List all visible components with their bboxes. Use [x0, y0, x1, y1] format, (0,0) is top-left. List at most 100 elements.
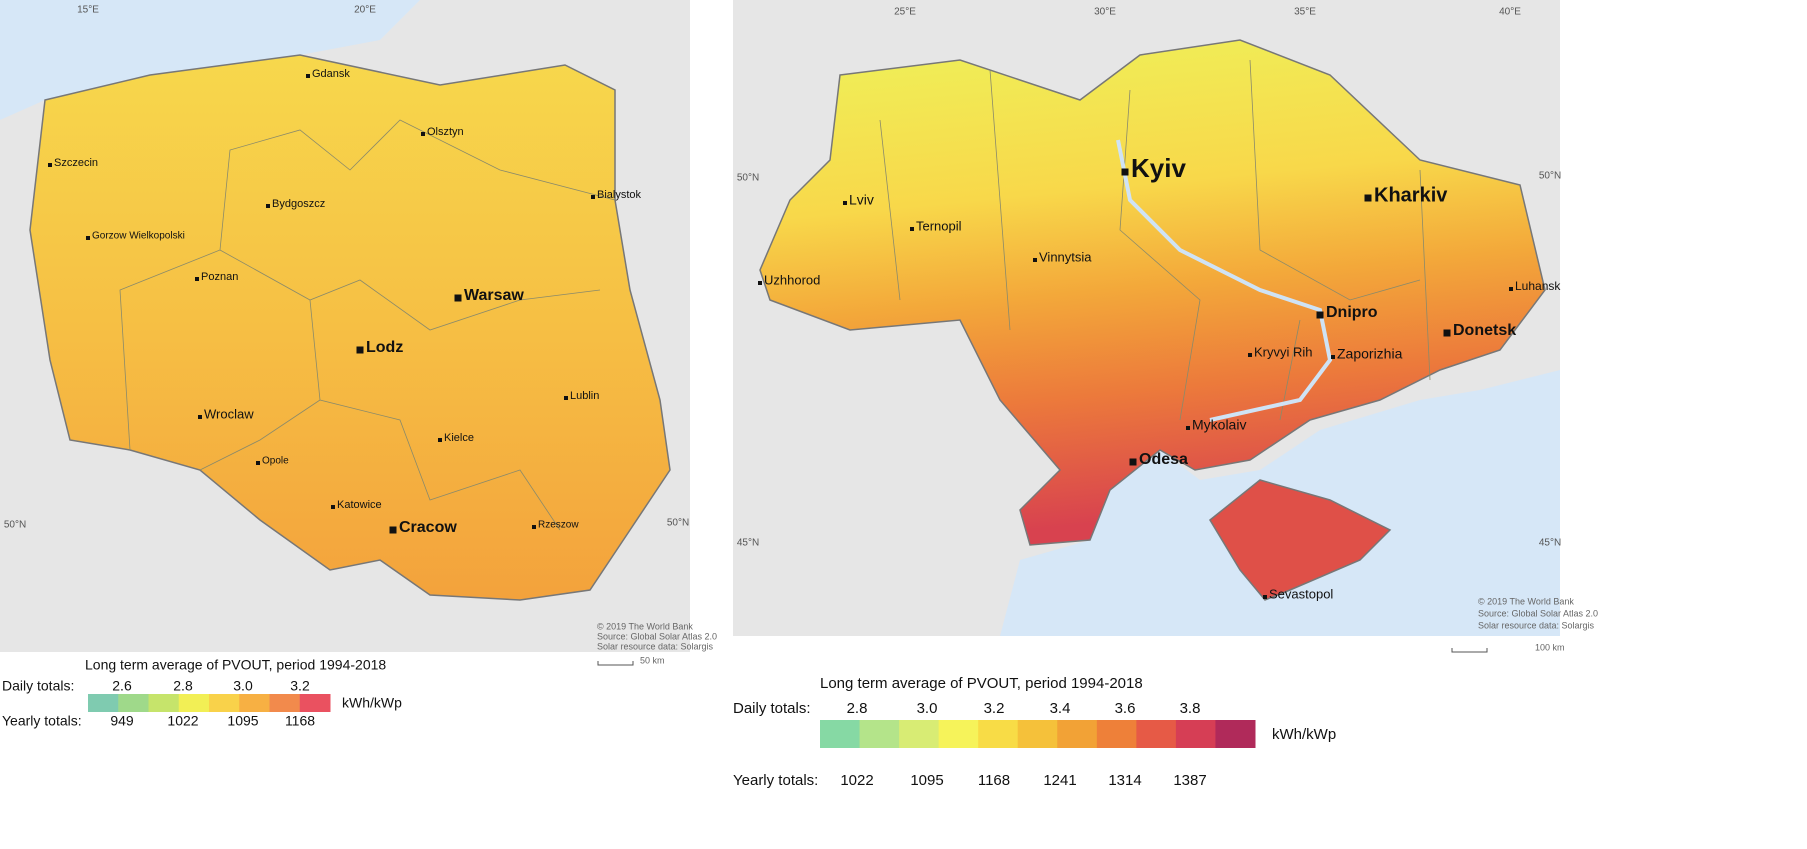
city-label: Uzhhorod: [764, 272, 820, 287]
legend-swatch: [938, 720, 979, 748]
city-label: Mykolaiv: [1192, 417, 1246, 433]
legend-swatch: [978, 720, 1019, 748]
legend-swatch: [269, 694, 301, 712]
daily-tick: 3.6: [1115, 700, 1136, 717]
legend-swatch: [820, 720, 861, 748]
attribution: Solar resource data: Solargis: [1478, 620, 1595, 630]
city-marker: [1121, 168, 1129, 176]
city-label: Lodz: [366, 339, 403, 356]
city-marker: [438, 438, 442, 442]
daily-tick: 3.0: [917, 700, 938, 717]
attribution: © 2019 The World Bank: [1478, 596, 1574, 606]
city-marker: [1443, 329, 1451, 337]
daily-tick: 3.4: [1050, 700, 1071, 717]
city-label: Dnipro: [1326, 304, 1378, 321]
daily-tick: 3.2: [290, 678, 310, 694]
city-marker: [1331, 355, 1335, 359]
city-label: Gorzow Wielkopolski: [92, 231, 185, 242]
legend-swatch: [859, 720, 900, 748]
sea: [0, 0, 420, 120]
legend-daily-label: Daily totals:: [2, 678, 74, 694]
city-marker: [86, 236, 90, 240]
city-label: Odesa: [1139, 451, 1188, 468]
city-label: Katowice: [337, 499, 382, 511]
city-marker: [1509, 287, 1513, 291]
city-label: Wroclaw: [204, 406, 254, 421]
city-marker: [266, 204, 270, 208]
city-label: Kryvyi Rih: [1254, 344, 1313, 359]
city-label: Poznan: [201, 271, 238, 283]
daily-tick: 3.0: [233, 678, 253, 694]
graticule-label: 15°E: [77, 5, 99, 16]
city-marker: [454, 294, 462, 302]
city-label: Warsaw: [464, 287, 524, 304]
city-label: Bydgoszcz: [272, 198, 325, 210]
graticule-label: 40°E: [1499, 7, 1521, 18]
legend-swatch: [1017, 720, 1058, 748]
yearly-tick: 1241: [1043, 772, 1076, 789]
city-marker: [564, 396, 568, 400]
legend-swatch: [1175, 720, 1216, 748]
city-label: Olsztyn: [427, 126, 464, 138]
city-label: Gdansk: [312, 68, 350, 80]
daily-tick: 2.8: [847, 700, 868, 717]
graticule-label: 50°N: [737, 173, 759, 184]
legend-swatch: [88, 694, 119, 712]
city-marker: [195, 277, 199, 281]
daily-tick: 3.8: [1180, 700, 1201, 717]
city-marker: [48, 163, 52, 167]
graticule-label: 50°N: [4, 520, 26, 531]
attribution: Source: Global Solar Atlas 2.0: [597, 631, 717, 641]
daily-tick: 3.2: [984, 700, 1005, 717]
scale-bar: [1451, 648, 1488, 653]
city-label: Sevastopol: [1269, 586, 1333, 601]
legend-yearly-label: Yearly totals:: [2, 713, 82, 729]
city-label: Zaporizhia: [1337, 346, 1403, 362]
regions: [879, 59, 1431, 421]
yearly-tick: 1168: [978, 772, 1010, 789]
city-marker: [532, 525, 536, 529]
city-marker: [1248, 353, 1252, 357]
city-marker: [1186, 426, 1190, 430]
legend-swatch: [148, 694, 180, 712]
city-label: Opole: [262, 456, 289, 467]
yearly-tick: 1095: [227, 713, 258, 729]
city-label: Lublin: [570, 390, 599, 402]
legend-swatch: [118, 694, 149, 712]
yearly-tick: 949: [110, 713, 134, 729]
graticule-label: 45°N: [1539, 538, 1561, 549]
city-marker: [1364, 194, 1372, 202]
city-marker: [910, 227, 914, 231]
city-marker: [1033, 258, 1037, 262]
daily-tick: 2.6: [112, 678, 132, 694]
legend-swatch: [178, 694, 210, 712]
city-label: Donetsk: [1453, 322, 1516, 339]
city-label: Ternopil: [916, 218, 962, 233]
graticule-label: 50°N: [1539, 171, 1561, 182]
city-marker: [331, 505, 335, 509]
legend-swatch: [209, 694, 240, 712]
city-label: Bialystok: [597, 189, 642, 201]
city-label: Lviv: [849, 192, 874, 208]
yearly-tick: 1314: [1108, 772, 1141, 789]
city-label: Kielce: [444, 432, 474, 444]
attribution: Source: Global Solar Atlas 2.0: [1478, 608, 1598, 618]
legend-title: Long term average of PVOUT, period 1994-…: [85, 657, 386, 673]
city-marker: [389, 526, 397, 534]
graticule-label: 20°E: [354, 5, 376, 16]
legend-swatch: [899, 720, 940, 748]
city-label: Vinnytsia: [1039, 249, 1092, 264]
yearly-tick: 1095: [910, 772, 943, 789]
country: [759, 39, 1546, 546]
city-label: Luhansk: [1515, 279, 1561, 293]
legend-daily-label: Daily totals:: [733, 700, 811, 717]
country: [29, 54, 671, 601]
legend-swatch: [1057, 720, 1098, 748]
city-label: Kharkiv: [1374, 184, 1448, 206]
scale-bar: [597, 661, 634, 666]
legend-title: Long term average of PVOUT, period 1994-…: [820, 675, 1143, 692]
city-label: Szczecin: [54, 157, 98, 169]
city-marker: [591, 195, 595, 199]
city-marker: [1129, 458, 1137, 466]
